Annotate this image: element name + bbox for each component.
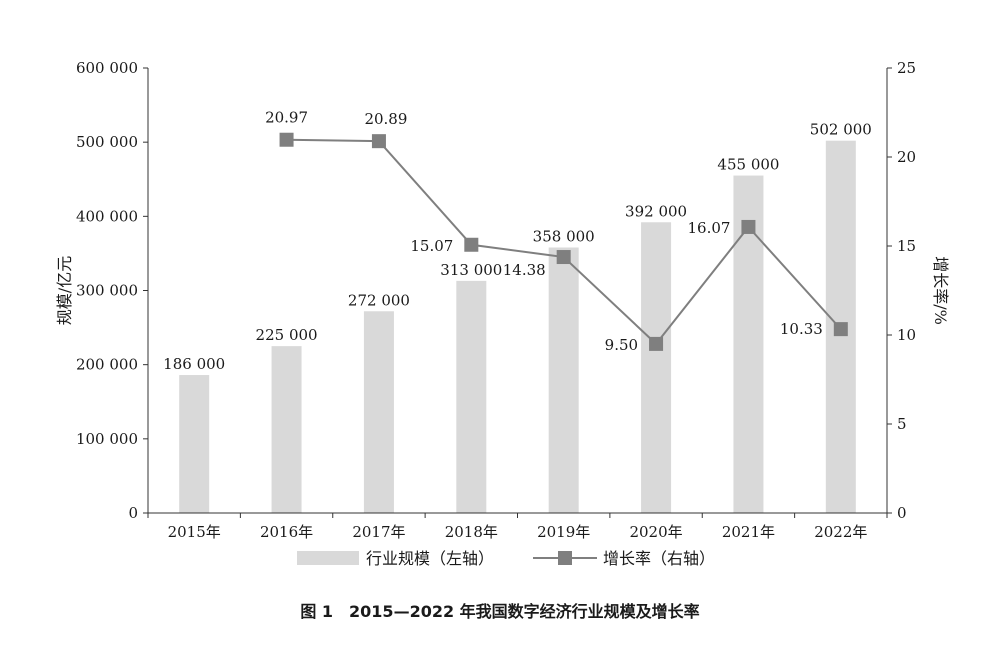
legend-bar-swatch — [297, 551, 359, 565]
growth-marker — [649, 336, 664, 351]
bar-2016年 — [271, 346, 302, 513]
growth-marker — [556, 250, 571, 265]
growth-marker — [833, 322, 848, 337]
growth-marker — [464, 237, 479, 252]
y-tick-label-left: 500 000 — [76, 133, 138, 151]
y-tick-label-right: 15 — [897, 237, 916, 255]
y-axis-label-left: 规模/亿元 — [55, 256, 74, 325]
y-tick-label-left: 200 000 — [76, 356, 138, 374]
growth-value-label: 20.89 — [364, 110, 407, 128]
bar-2018年 — [456, 280, 487, 513]
y-tick-label-right: 5 — [897, 415, 907, 433]
legend-line-marker — [558, 551, 572, 565]
x-tick-label: 2018年 — [445, 523, 498, 541]
growth-marker — [741, 219, 756, 234]
legend-bar-label: 行业规模（左轴） — [366, 549, 494, 568]
bars-group — [179, 140, 856, 513]
growth-value-label: 10.33 — [780, 320, 823, 338]
growth-marker — [371, 134, 386, 149]
axes-group: 0 100 000 200 000 300 000 400 000 500 000 600 … — [76, 59, 916, 541]
y-tick-label-right: 10 — [897, 326, 916, 344]
bar-2017年 — [363, 311, 394, 513]
legend: 行业规模（左轴） 增长率（右轴） — [297, 549, 715, 568]
x-tick-label: 2017年 — [352, 523, 405, 541]
growth-value-label: 20.97 — [265, 109, 308, 127]
bar-value-label: 358 000 — [533, 227, 595, 245]
x-tick-label: 2015年 — [168, 523, 221, 541]
legend-line-label: 增长率（右轴） — [603, 549, 715, 568]
y-tick-label-left: 300 000 — [76, 282, 138, 300]
y-tick-label-left: 0 — [128, 504, 138, 522]
x-tick-label: 2016年 — [260, 523, 313, 541]
y-tick-label-right: 0 — [897, 504, 907, 522]
y-axis-label-right: 增长率/% — [931, 256, 950, 325]
growth-line-group — [279, 132, 848, 351]
x-tick-label: 2020年 — [629, 523, 682, 541]
bar-2015年 — [179, 375, 210, 513]
growth-value-label: 15.07 — [410, 237, 453, 255]
x-tick-label: 2021年 — [722, 523, 775, 541]
bar-value-label: 455 000 — [717, 156, 779, 174]
y-tick-label-left: 600 000 — [76, 59, 138, 77]
bar-value-label: 225 000 — [256, 326, 318, 344]
bar-value-label: 313 000 — [440, 261, 502, 279]
y-tick-label-left: 100 000 — [76, 430, 138, 448]
bar-value-label: 186 000 — [163, 355, 225, 373]
bar-2019年 — [548, 247, 579, 513]
y-tick-label-right: 20 — [897, 148, 916, 166]
growth-value-label: 16.07 — [687, 219, 730, 237]
y-tick-label-right: 25 — [897, 59, 916, 77]
data-labels-group: 186 000 225 000 272 000 313 000 358 000 392 0… — [163, 109, 872, 373]
figure-caption: 图 1 2015—2022 年我国数字经济行业规模及增长率 — [300, 602, 700, 621]
growth-marker — [279, 132, 294, 147]
growth-value-label: 14.38 — [503, 261, 546, 279]
x-tick-label: 2022年 — [814, 523, 867, 541]
bar-value-label: 392 000 — [625, 202, 687, 220]
bar-2020年 — [641, 222, 672, 513]
bar-value-label: 272 000 — [348, 291, 410, 309]
y-tick-label-left: 400 000 — [76, 207, 138, 225]
growth-value-label: 9.50 — [605, 336, 638, 354]
bar-value-label: 502 000 — [810, 121, 872, 139]
x-tick-label: 2019年 — [537, 523, 590, 541]
chart: 0 100 000 200 000 300 000 400 000 500 000 600 … — [55, 59, 950, 568]
